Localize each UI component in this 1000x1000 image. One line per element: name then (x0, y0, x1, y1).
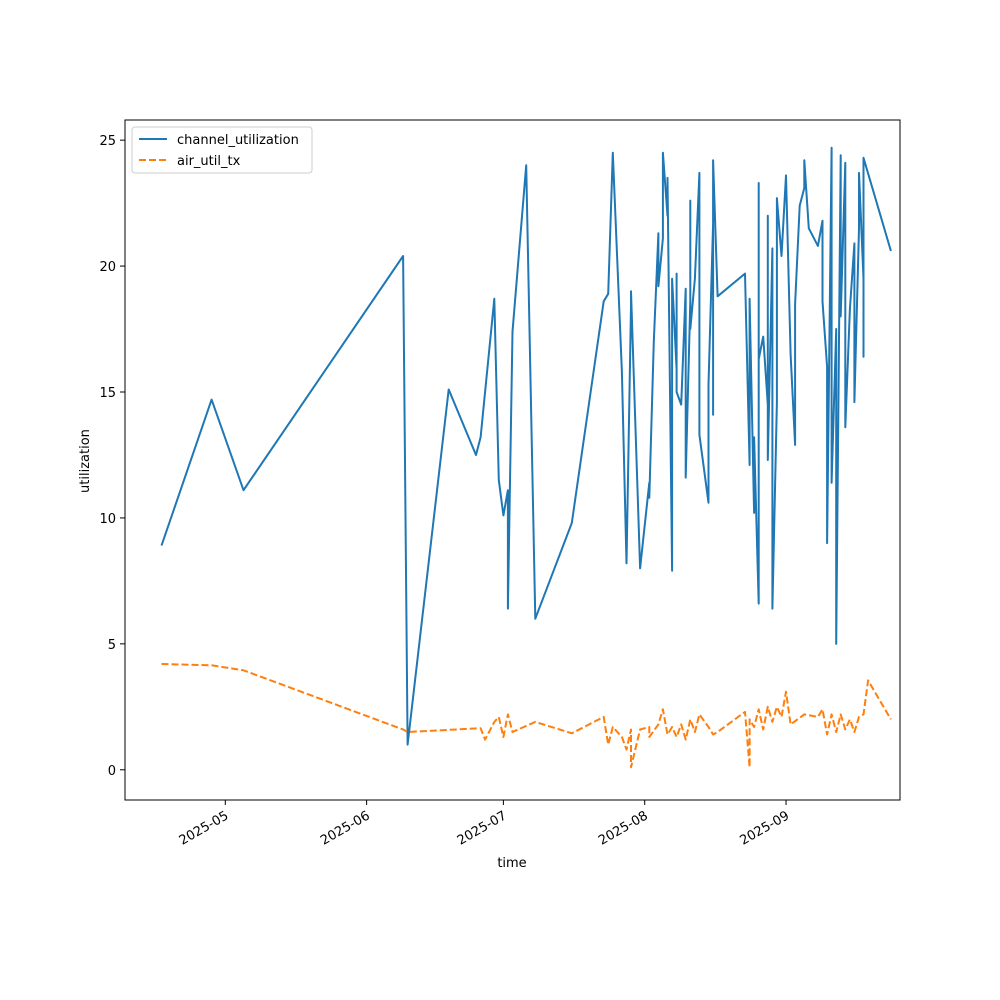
x-tick-label: 2025-08 (596, 808, 651, 848)
series-layer (160, 146, 892, 769)
y-tick-label: 5 (108, 638, 116, 653)
legend-box (131, 126, 313, 174)
plot-area (125, 120, 900, 800)
legend: channel_utilization air_util_tx (131, 126, 313, 174)
x-tick-label: 2025-09 (737, 808, 792, 848)
series-line-channel-utilization (160, 146, 892, 746)
y-tick-label: 25 (99, 134, 116, 149)
x-tick-label: 2025-06 (318, 808, 373, 848)
y-axis-ticks: 0 5 10 15 20 25 (99, 134, 125, 779)
y-tick-label: 15 (99, 386, 116, 401)
y-tick-label: 10 (99, 512, 116, 527)
y-axis-label: utilization (78, 429, 93, 493)
y-tick-label: 20 (99, 260, 116, 275)
x-tick-label: 2025-05 (177, 808, 232, 848)
x-axis-label: time (497, 856, 526, 871)
legend-label-air-util-tx: air_util_tx (177, 154, 241, 169)
series-line-air-util-tx (161, 663, 892, 769)
x-tick-label: 2025-07 (455, 808, 510, 848)
legend-label-channel-utilization: channel_utilization (177, 133, 299, 148)
plot-frame (124, 119, 901, 801)
x-axis-ticks: 2025-05 2025-06 2025-07 2025-08 2025-09 (177, 800, 792, 849)
y-tick-label: 0 (108, 764, 116, 779)
